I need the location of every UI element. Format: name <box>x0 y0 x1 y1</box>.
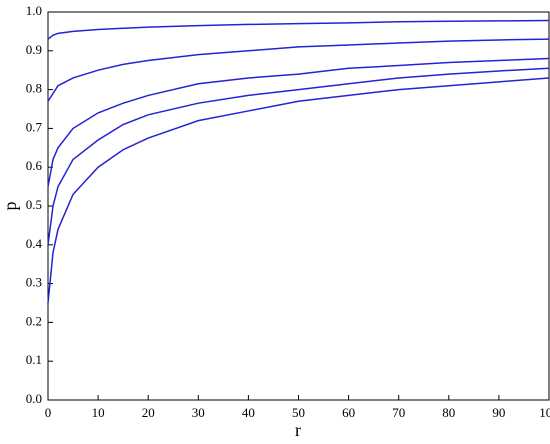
x-tick-label: 50 <box>292 405 305 420</box>
y-axis-label: p <box>0 202 20 211</box>
y-tick-label: 0.9 <box>26 42 42 57</box>
x-tick-label: 80 <box>442 405 455 420</box>
y-tick-label: 0.3 <box>26 275 42 290</box>
y-tick-label: 0.2 <box>26 313 42 328</box>
y-tick-label: 0.1 <box>26 352 42 367</box>
x-tick-label: 70 <box>392 405 405 420</box>
y-tick-label: 1.0 <box>26 3 42 18</box>
plot-frame <box>47 11 550 401</box>
line-series <box>47 57 550 187</box>
line-series <box>47 19 550 40</box>
y-tick-label: 0.5 <box>26 197 42 212</box>
y-tick-label: 0.4 <box>26 236 43 251</box>
x-tick-label: 30 <box>192 405 205 420</box>
x-tick-label: 40 <box>242 405 255 420</box>
line-series <box>47 38 550 102</box>
x-tick-label: 10 <box>92 405 105 420</box>
line-series <box>47 67 550 245</box>
y-tick-label: 0.6 <box>26 158 43 173</box>
x-tick-label: 100 <box>539 405 550 420</box>
x-tick-label: 0 <box>45 405 52 420</box>
y-tick-label: 0.0 <box>26 391 42 406</box>
x-tick-label: 60 <box>342 405 355 420</box>
x-tick-label: 90 <box>492 405 505 420</box>
x-tick-label: 20 <box>142 405 155 420</box>
y-tick-label: 0.7 <box>26 119 43 134</box>
line-series <box>47 77 550 304</box>
x-axis-label: r <box>295 420 301 440</box>
y-tick-label: 0.8 <box>26 81 42 96</box>
